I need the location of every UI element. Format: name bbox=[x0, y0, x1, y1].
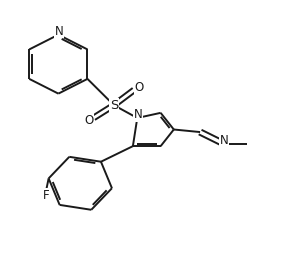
Text: O: O bbox=[84, 113, 94, 126]
Text: N: N bbox=[55, 25, 64, 38]
Text: N: N bbox=[220, 134, 229, 147]
Text: N: N bbox=[134, 108, 142, 121]
Text: S: S bbox=[110, 99, 118, 112]
Text: F: F bbox=[42, 189, 49, 202]
Text: O: O bbox=[134, 81, 143, 94]
